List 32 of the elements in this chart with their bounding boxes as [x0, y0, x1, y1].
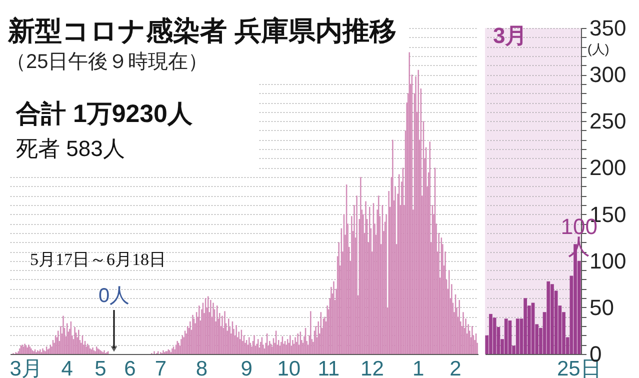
annotation: 5月17日～6月18日 — [30, 250, 166, 269]
annotation: 死者 583人 — [16, 136, 125, 161]
x-tick-label: 9 — [240, 358, 252, 378]
text: （25日午後９時現在） — [6, 51, 208, 73]
chart-title: 新型コロナ感染者 兵庫県内推移 — [7, 16, 397, 46]
bar — [524, 298, 528, 354]
y-tick-label: 50 — [590, 294, 614, 320]
x-tick-label: 8 — [196, 358, 208, 378]
y-tick-label: 200 — [590, 155, 626, 180]
bar — [550, 284, 554, 354]
x-tick-label: 2 — [450, 358, 462, 378]
y-tick-label: 300 — [590, 62, 626, 88]
bar — [492, 318, 496, 354]
x-tick-label: 4 — [61, 358, 74, 378]
annotation: 0人 — [98, 285, 130, 307]
x-tick-label: 10 — [277, 358, 301, 378]
x-tick-label: 5 — [94, 358, 106, 378]
x-tick-label: 11 — [318, 358, 340, 378]
x-tick-label: 6 — [124, 358, 136, 378]
y-tick-label: 250 — [590, 108, 626, 134]
bar — [546, 281, 550, 354]
annotation: 合計 1万9230人 — [15, 100, 194, 128]
x-tick-label: 7 — [154, 358, 167, 378]
bar — [516, 318, 520, 354]
x-tick-label: 12 — [360, 358, 384, 378]
bar — [504, 318, 508, 354]
bar — [489, 314, 492, 354]
x-tick-label: 1 — [412, 358, 424, 378]
y-axis-title: (人) — [588, 42, 610, 56]
annotation: 3月 — [493, 23, 528, 48]
y-tick-label: 350 — [590, 16, 626, 40]
x-tick-label: 3月 — [10, 358, 42, 378]
